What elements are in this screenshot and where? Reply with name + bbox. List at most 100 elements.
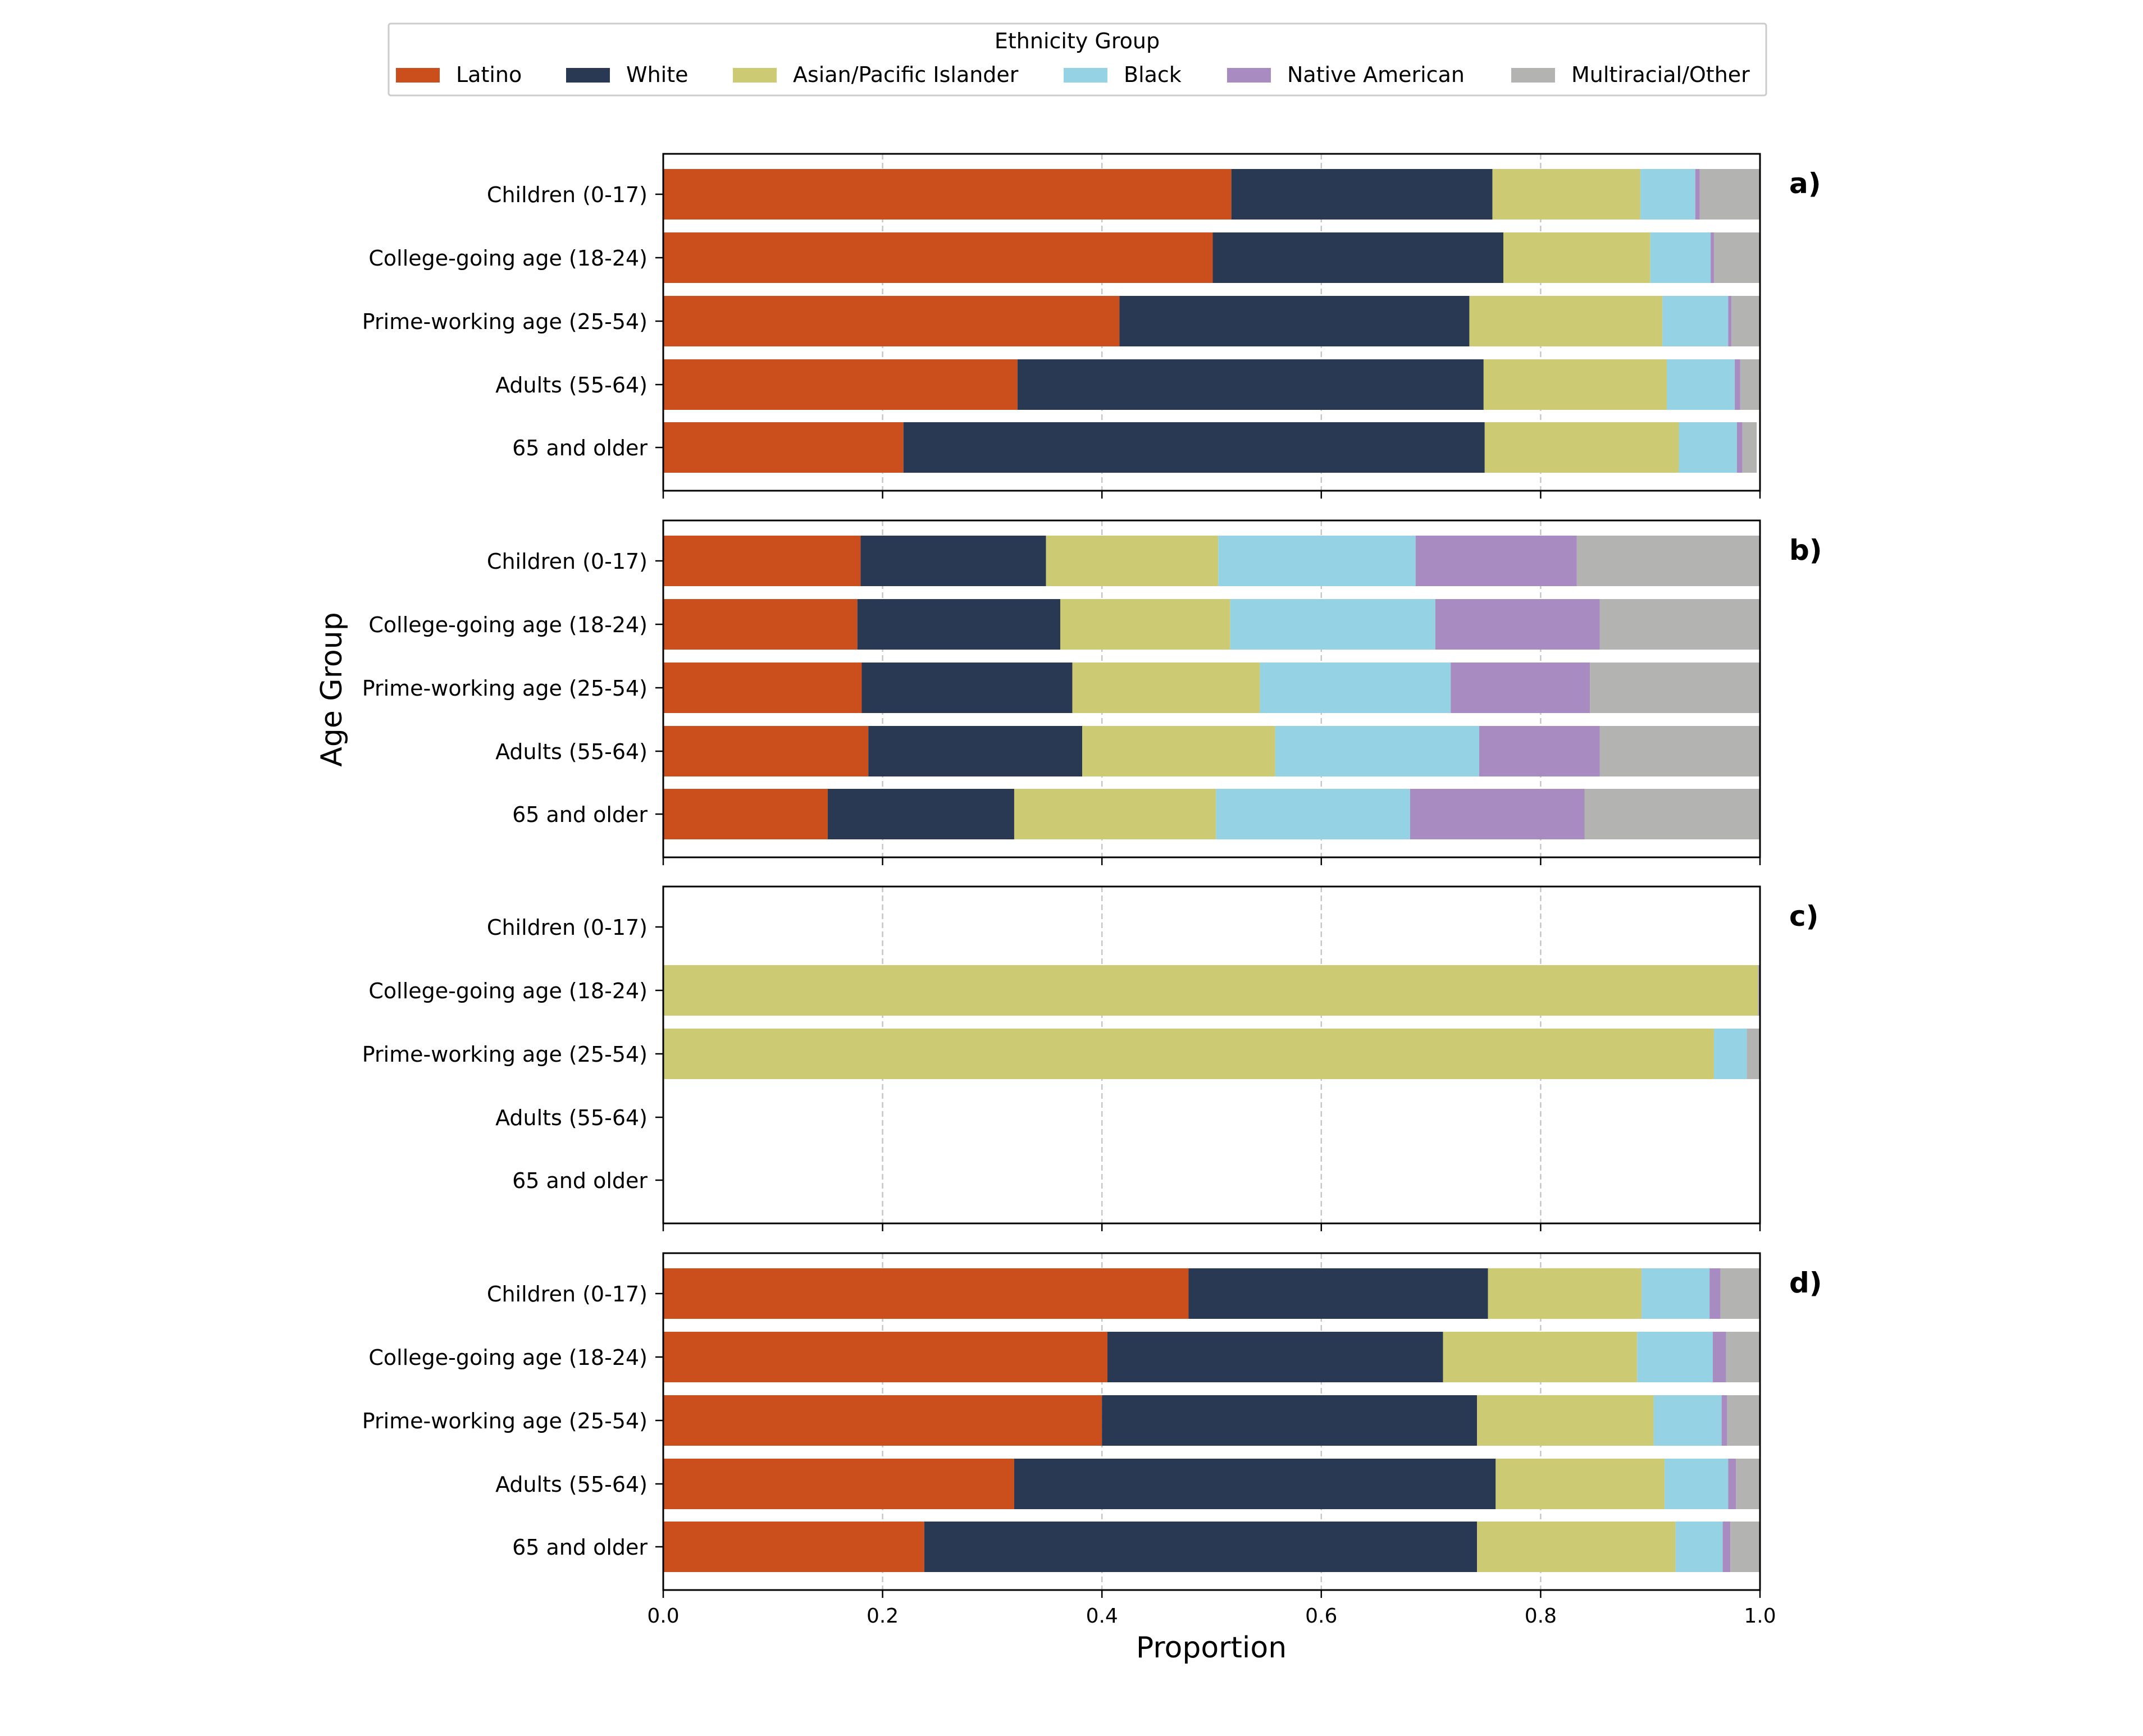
x-axis-label: Proportion — [1136, 1631, 1287, 1665]
bar-b-65-and-older-latino — [663, 789, 828, 839]
bar-d-children-0-17-native-american — [1709, 1268, 1721, 1319]
bar-b-65-and-older-native-american — [1410, 789, 1585, 839]
bar-d-college-going-age-18-24-white — [1107, 1332, 1443, 1382]
bar-b-prime-working-age-25-54-latino — [663, 663, 862, 713]
bar-d-prime-working-age-25-54-white — [1102, 1395, 1478, 1446]
bar-d-prime-working-age-25-54-native-american — [1721, 1395, 1727, 1446]
x-tick-label: 0.8 — [1525, 1605, 1557, 1628]
bar-a-children-0-17-white — [1231, 169, 1493, 220]
y-tick-label: Prime-working age (25-54) — [362, 1042, 648, 1067]
y-tick-label: Adults (55-64) — [495, 373, 648, 398]
legend: Ethnicity Group Latino White Asian/Pacific… — [387, 22, 1767, 97]
bar-b-65-and-older-white — [827, 789, 1014, 839]
bar-b-prime-working-age-25-54-multiracial-other — [1590, 663, 1760, 713]
x-tick-label: 1.0 — [1744, 1605, 1776, 1628]
y-tick-label: College-going age (18-24) — [368, 613, 648, 637]
bar-d-college-going-age-18-24-asian-pacific-islander — [1443, 1332, 1638, 1382]
y-tick-label: Children (0-17) — [487, 182, 648, 207]
bar-c-college-going-age-18-24-multiracial-other — [1758, 965, 1760, 1016]
bar-c-prime-working-age-25-54-black — [1713, 1029, 1747, 1079]
bar-b-adults-55-64-white — [868, 726, 1083, 776]
bar-a-prime-working-age-25-54-black — [1662, 296, 1729, 346]
bar-b-children-0-17-white — [860, 536, 1046, 586]
bar-b-college-going-age-18-24-multiracial-other — [1599, 599, 1760, 650]
bar-d-adults-55-64-white — [1014, 1459, 1496, 1509]
bar-a-adults-55-64-multiracial-other — [1740, 359, 1760, 410]
bar-a-adults-55-64-white — [1017, 359, 1484, 410]
bar-d-college-going-age-18-24-native-american — [1713, 1332, 1726, 1382]
bar-a-65-and-older-asian-pacific-islander — [1484, 422, 1679, 473]
bar-a-adults-55-64-black — [1666, 359, 1735, 410]
x-tick-label: 0.4 — [1086, 1605, 1118, 1628]
bar-d-65-and-older-native-american — [1722, 1522, 1731, 1572]
bar-a-65-and-older-latino — [663, 422, 904, 473]
bar-b-adults-55-64-black — [1275, 726, 1480, 776]
y-tick-label: College-going age (18-24) — [368, 1345, 648, 1370]
y-tick-label: Children (0-17) — [487, 1282, 648, 1306]
panel-2: Children (0-17) College-going age (18-24)… — [362, 519, 1822, 865]
bar-a-children-0-17-black — [1640, 169, 1695, 220]
bar-a-65-and-older-native-american — [1736, 422, 1743, 473]
panel-label: c) — [1789, 900, 1819, 933]
y-tick-label: Adults (55-64) — [495, 1105, 648, 1130]
bar-a-college-going-age-18-24-latino — [663, 232, 1213, 283]
bar-a-adults-55-64-latino — [663, 359, 1018, 410]
bar-a-college-going-age-18-24-white — [1212, 232, 1503, 283]
bar-d-65-and-older-latino — [663, 1522, 924, 1572]
bar-d-children-0-17-black — [1642, 1268, 1710, 1319]
bar-b-college-going-age-18-24-asian-pacific-islander — [1060, 599, 1230, 650]
bar-d-children-0-17-multiracial-other — [1720, 1268, 1760, 1319]
y-tick-label: 65 and older — [512, 802, 648, 827]
legend-label-native-american: Native American — [1287, 62, 1465, 87]
bar-b-adults-55-64-latino — [663, 726, 869, 776]
legend-swatch-latino — [396, 68, 440, 83]
panel-label: d) — [1789, 1267, 1822, 1299]
bar-b-college-going-age-18-24-latino — [663, 599, 858, 650]
bar-b-prime-working-age-25-54-white — [861, 663, 1073, 713]
bar-a-prime-working-age-25-54-asian-pacific-islander — [1469, 296, 1663, 346]
legend-label-asian-pacific-islander: Asian/Pacific Islander — [793, 62, 1019, 87]
bar-a-65-and-older-white — [903, 422, 1485, 473]
y-tick-label: 65 and older — [512, 1168, 648, 1193]
bar-c-college-going-age-18-24-asian-pacific-islander — [663, 965, 1758, 1016]
bar-d-children-0-17-latino — [663, 1268, 1189, 1319]
y-axis-label: Age Group — [315, 612, 349, 766]
bar-a-prime-working-age-25-54-native-american — [1728, 296, 1732, 346]
bar-d-children-0-17-white — [1188, 1268, 1488, 1319]
bar-b-65-and-older-asian-pacific-islander — [1014, 789, 1216, 839]
legend-swatch-native-american — [1227, 68, 1271, 83]
legend-title: Ethnicity Group — [995, 29, 1160, 53]
legend-label-latino: Latino — [456, 62, 522, 87]
bar-a-college-going-age-18-24-native-american — [1711, 232, 1714, 283]
y-tick-label: Adults (55-64) — [495, 739, 648, 764]
bar-b-adults-55-64-multiracial-other — [1599, 726, 1760, 776]
bar-d-65-and-older-white — [924, 1522, 1478, 1572]
bar-b-children-0-17-asian-pacific-islander — [1046, 536, 1219, 586]
bar-b-children-0-17-native-american — [1415, 536, 1577, 586]
bar-a-adults-55-64-asian-pacific-islander — [1483, 359, 1667, 410]
bar-b-children-0-17-multiracial-other — [1576, 536, 1760, 586]
bar-d-adults-55-64-black — [1665, 1459, 1729, 1509]
y-tick-label: Prime-working age (25-54) — [362, 676, 648, 701]
bar-b-prime-working-age-25-54-asian-pacific-islander — [1072, 663, 1260, 713]
bar-b-children-0-17-black — [1218, 536, 1416, 586]
chart-panels: Children (0-17) College-going age (18-24)… — [362, 153, 1822, 1628]
bar-b-college-going-age-18-24-native-american — [1435, 599, 1600, 650]
bar-a-college-going-age-18-24-multiracial-other — [1713, 232, 1760, 283]
legend-swatch-white — [566, 68, 610, 83]
bar-d-prime-working-age-25-54-black — [1653, 1395, 1722, 1446]
bar-c-prime-working-age-25-54-asian-pacific-islander — [663, 1029, 1714, 1079]
bar-a-prime-working-age-25-54-white — [1119, 296, 1470, 346]
y-tick-label: Children (0-17) — [487, 915, 648, 940]
bar-d-prime-working-age-25-54-asian-pacific-islander — [1477, 1395, 1654, 1446]
y-tick-label: 65 and older — [512, 436, 648, 460]
bar-d-college-going-age-18-24-multiracial-other — [1726, 1332, 1760, 1382]
axes-frame-3 — [662, 885, 1761, 1225]
bar-a-children-0-17-asian-pacific-islander — [1492, 169, 1641, 220]
panel-4: Children (0-17) College-going age (18-24)… — [362, 1252, 1822, 1628]
x-tick-label: 0.0 — [647, 1605, 679, 1628]
bar-c-prime-working-age-25-54-multiracial-other — [1747, 1029, 1760, 1079]
bar-b-children-0-17-latino — [663, 536, 861, 586]
y-tick-label: 65 and older — [512, 1535, 648, 1560]
